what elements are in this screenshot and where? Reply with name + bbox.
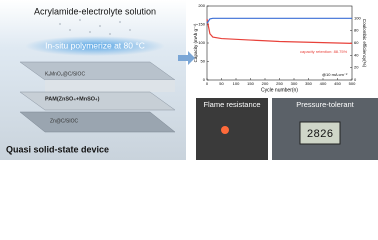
- layer-mid: [19, 91, 176, 111]
- x-tick-label: 350: [305, 81, 312, 86]
- arrow: [178, 51, 195, 65]
- layer-label: KₓMnO₂@C/SIOC: [45, 71, 85, 77]
- y-tick-label: 150: [198, 22, 205, 27]
- annotation: capacity retention: 88.75%: [300, 49, 348, 54]
- x-tick-label: 150: [247, 81, 254, 86]
- bottom-label: Quasi solid-state device: [6, 144, 109, 154]
- y2-tick-label: 80: [354, 28, 359, 33]
- heat-glow: [25, 36, 165, 56]
- x-tick-label: 250: [276, 81, 283, 86]
- layer-bottom: [19, 111, 176, 133]
- display-screen: [299, 121, 341, 145]
- layer-label: Zn@C/SIOC: [50, 118, 79, 124]
- y2-tick-label: 100: [354, 15, 361, 20]
- y2-tick-label: 20: [354, 65, 359, 70]
- x-tick-label: 300: [291, 81, 298, 86]
- layer-label: PAM(ZnSO₄+MnSO₄): [45, 96, 100, 102]
- droplets: [59, 19, 131, 35]
- photo-title: Pressure-tolerant: [296, 100, 354, 109]
- y2-tick-label: 40: [354, 52, 359, 57]
- series-line: [206, 17, 352, 24]
- display-value: 2826: [307, 129, 333, 141]
- y-tick-label: 200: [198, 3, 205, 8]
- y-tick-label: 50: [201, 59, 206, 64]
- layer-top: [19, 61, 176, 81]
- y2-tick-label: 60: [354, 40, 359, 45]
- y-axis-label: Capacity (mAh g⁻¹): [193, 23, 198, 62]
- x-tick-label: 450: [334, 81, 341, 86]
- x-tick-label: 100: [233, 81, 240, 86]
- series-line: [206, 18, 353, 44]
- graphical-abstract: Acrylamide-electrolyte solution In-situ …: [0, 0, 378, 160]
- flame: [221, 126, 229, 134]
- y2-tick-label: 0: [354, 77, 357, 82]
- annotation: @10 mA cm⁻²: [322, 72, 348, 77]
- x-tick-label: 500: [349, 81, 356, 86]
- y-tick-label: 0: [203, 77, 206, 82]
- y2-axis-label: Coulombic efficiency(%): [362, 19, 367, 68]
- y-tick-label: 100: [198, 40, 205, 45]
- top-label: Acrylamide-electrolyte solution: [34, 6, 156, 16]
- x-axis-label: Cycle number(n): [261, 87, 298, 93]
- x-tick-label: 200: [262, 81, 269, 86]
- step-label: In-situ polymerize at 80 °C: [45, 40, 145, 50]
- photo-title: Flame resistance: [203, 100, 260, 109]
- layer-side: [45, 80, 175, 92]
- x-tick-label: 400: [320, 81, 327, 86]
- x-tick-label: 50: [219, 81, 224, 86]
- chart: 0 50 100 150 200 250 300 350 400 450 5000501001502…: [193, 3, 367, 93]
- x-tick-label: 0: [206, 81, 209, 86]
- photo-flame: [196, 98, 268, 160]
